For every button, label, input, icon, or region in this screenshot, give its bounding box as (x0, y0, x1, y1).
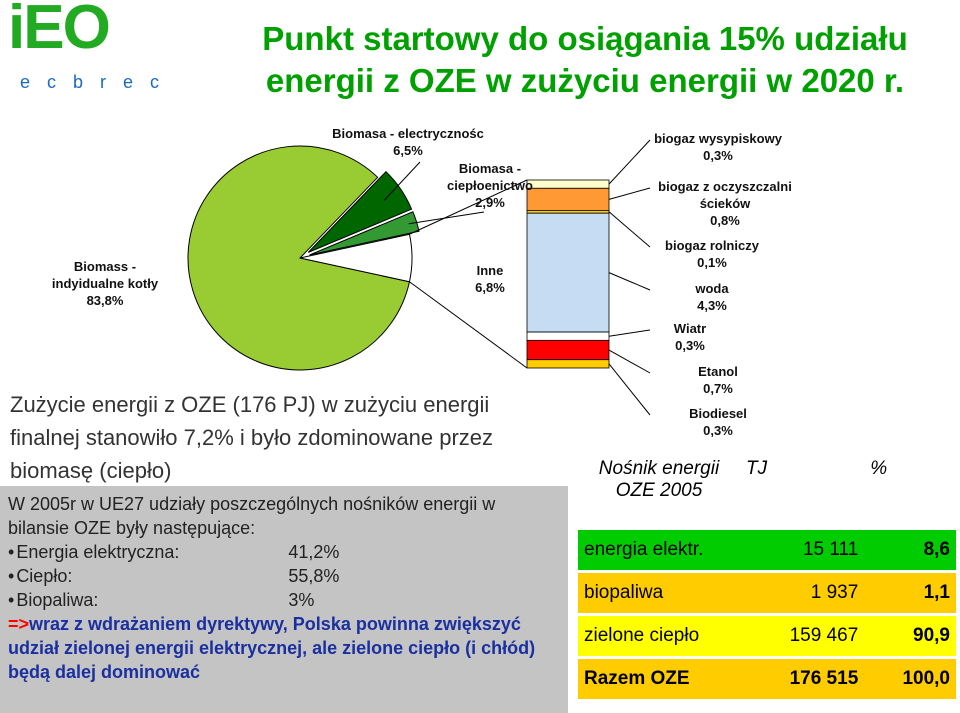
label-name: Biodiesel (689, 406, 747, 421)
label-name: biogaz z oczyszczalni ścieków (658, 179, 792, 211)
info-box: W 2005r w UE27 udziały poszczególnych no… (0, 486, 568, 713)
leader-line (608, 139, 651, 185)
data-label: Biomasa - ciepłoenictwo 2,9% (440, 160, 540, 211)
label-name: biogaz rolniczy (665, 238, 759, 253)
item-label: Energia elektryczna: (16, 542, 180, 562)
label-name: Inne (476, 263, 504, 278)
bar-segment (526, 331, 610, 341)
table-row: biopaliwa 1 937 1,1 (578, 571, 956, 616)
item: Ciepło: 55,8% (8, 564, 560, 588)
label-name: Wiatr (673, 321, 707, 336)
leader-line (608, 211, 651, 248)
value-label: 0,3% (675, 338, 705, 353)
item-value: 3% (288, 590, 315, 610)
conclusion: =>wraz z wdrażaniem dyrektywy, Polska po… (8, 612, 560, 684)
table-cell: energia elektr. (578, 530, 740, 573)
table-cell: 176 515 (740, 657, 865, 702)
table-row: energia elektr. 15 111 8,6 (578, 530, 956, 573)
title: Punkt startowy do osiągania 15% udziału … (215, 18, 955, 102)
leader-line (409, 281, 528, 369)
pie-slice (309, 211, 420, 256)
value-label: 83,8% (86, 293, 124, 308)
table-cell: 100,0 (864, 657, 956, 702)
table-row: zielone ciepło 159 467 90,9 (578, 614, 956, 659)
data-label: biogaz wysypiskowy 0,3% (654, 130, 782, 164)
label-name: Biomass - indyidualne kotły (51, 259, 159, 291)
value-label: 0,1% (697, 255, 727, 270)
data-label: Wiatr 0,3% (674, 320, 706, 354)
item-label: Ciepło: (16, 566, 73, 586)
header-cell: TJ (746, 458, 768, 479)
leader-line (608, 329, 651, 337)
logo-subtitle: e c b r e c (20, 72, 166, 92)
table-cell: 8,6 (864, 530, 956, 573)
leader-line (608, 187, 651, 200)
value-label: 4,3% (697, 298, 727, 313)
table-cell: 159 467 (740, 614, 865, 659)
value-label: 0,7% (703, 381, 733, 396)
table-cell: 15 111 (740, 530, 865, 573)
value-label: 0,3% (703, 148, 733, 163)
bar-segment (526, 212, 610, 333)
value-label: 0,3% (703, 423, 733, 438)
summary: Zużycie energii z OZE (176 PJ) w zużyciu… (10, 392, 494, 483)
value-label: 2,9% (475, 195, 505, 210)
item: Biopaliwa: 3% (8, 588, 560, 612)
table-cell: 1 937 (740, 571, 865, 616)
table-cell: 90,9 (864, 614, 956, 659)
leader-line (409, 179, 528, 235)
data-label: Biodiesel 0,3% (689, 405, 747, 439)
logo: iEO (8, 0, 111, 62)
data-label: Etanol 0,7% (698, 363, 738, 397)
table-cell: zielone ciepło (578, 614, 740, 659)
label-name: Etanol (698, 364, 738, 379)
label-name: Biomasa - electrycznośc (332, 126, 484, 141)
leader-line (608, 349, 651, 374)
value-label: 6,5% (393, 143, 423, 158)
table-cell: Razem OZE (578, 657, 740, 702)
item-value: 55,8% (288, 566, 340, 586)
intro: W 2005r w UE27 udziały poszczególnych no… (8, 494, 496, 538)
data-label: woda 4,3% (695, 280, 728, 314)
data-label: Inne 6,8% (460, 262, 520, 296)
label-name: biogaz wysypiskowy (654, 131, 782, 146)
conclusion-text: wraz z wdrażaniem dyrektywy, Polska powi… (8, 614, 536, 682)
bar-segment (526, 359, 610, 369)
item: Energia elektryczna: 41,2% (8, 540, 560, 564)
table: Nośnik energii OZE 2005 TJ % energia ele… (578, 452, 956, 702)
table-row: Razem OZE 176 515 100,0 (578, 657, 956, 702)
label-name: woda (695, 281, 729, 296)
item-value: 41,2% (288, 542, 340, 562)
leader-line (608, 363, 651, 416)
data-label: Biomass - indyidualne kotły 83,8% (40, 258, 170, 309)
item-label: Biopaliwa: (16, 590, 99, 610)
title-line: energii z OZE w zużyciu energii w 2020 r… (265, 62, 905, 99)
value-label: 0,8% (710, 213, 740, 228)
bar-segment (526, 339, 610, 361)
pie-slice (187, 145, 411, 371)
pie-slice (307, 170, 413, 253)
data-label: biogaz rolniczy 0,1% (665, 237, 759, 271)
data-label: biogaz z oczyszczalni ścieków 0,8% (650, 178, 800, 229)
leader-line (608, 272, 651, 291)
label-name: Biomasa - ciepłoenictwo (447, 161, 533, 193)
leader-line (383, 161, 421, 201)
data-label: Biomasa - electrycznośc 6,5% (308, 125, 508, 159)
pie-slice (299, 233, 413, 283)
table-cell: 1,1 (864, 571, 956, 616)
leader-line (408, 211, 485, 225)
arrow-marker: => (8, 614, 30, 634)
header-cell: Nośnik energii OZE 2005 (598, 458, 720, 501)
title-line: Punkt startowy do osiągania 15% udziału (262, 20, 908, 57)
value-label: 6,8% (475, 280, 505, 295)
header-cell: % (870, 458, 888, 479)
table-cell: biopaliwa (578, 571, 740, 616)
